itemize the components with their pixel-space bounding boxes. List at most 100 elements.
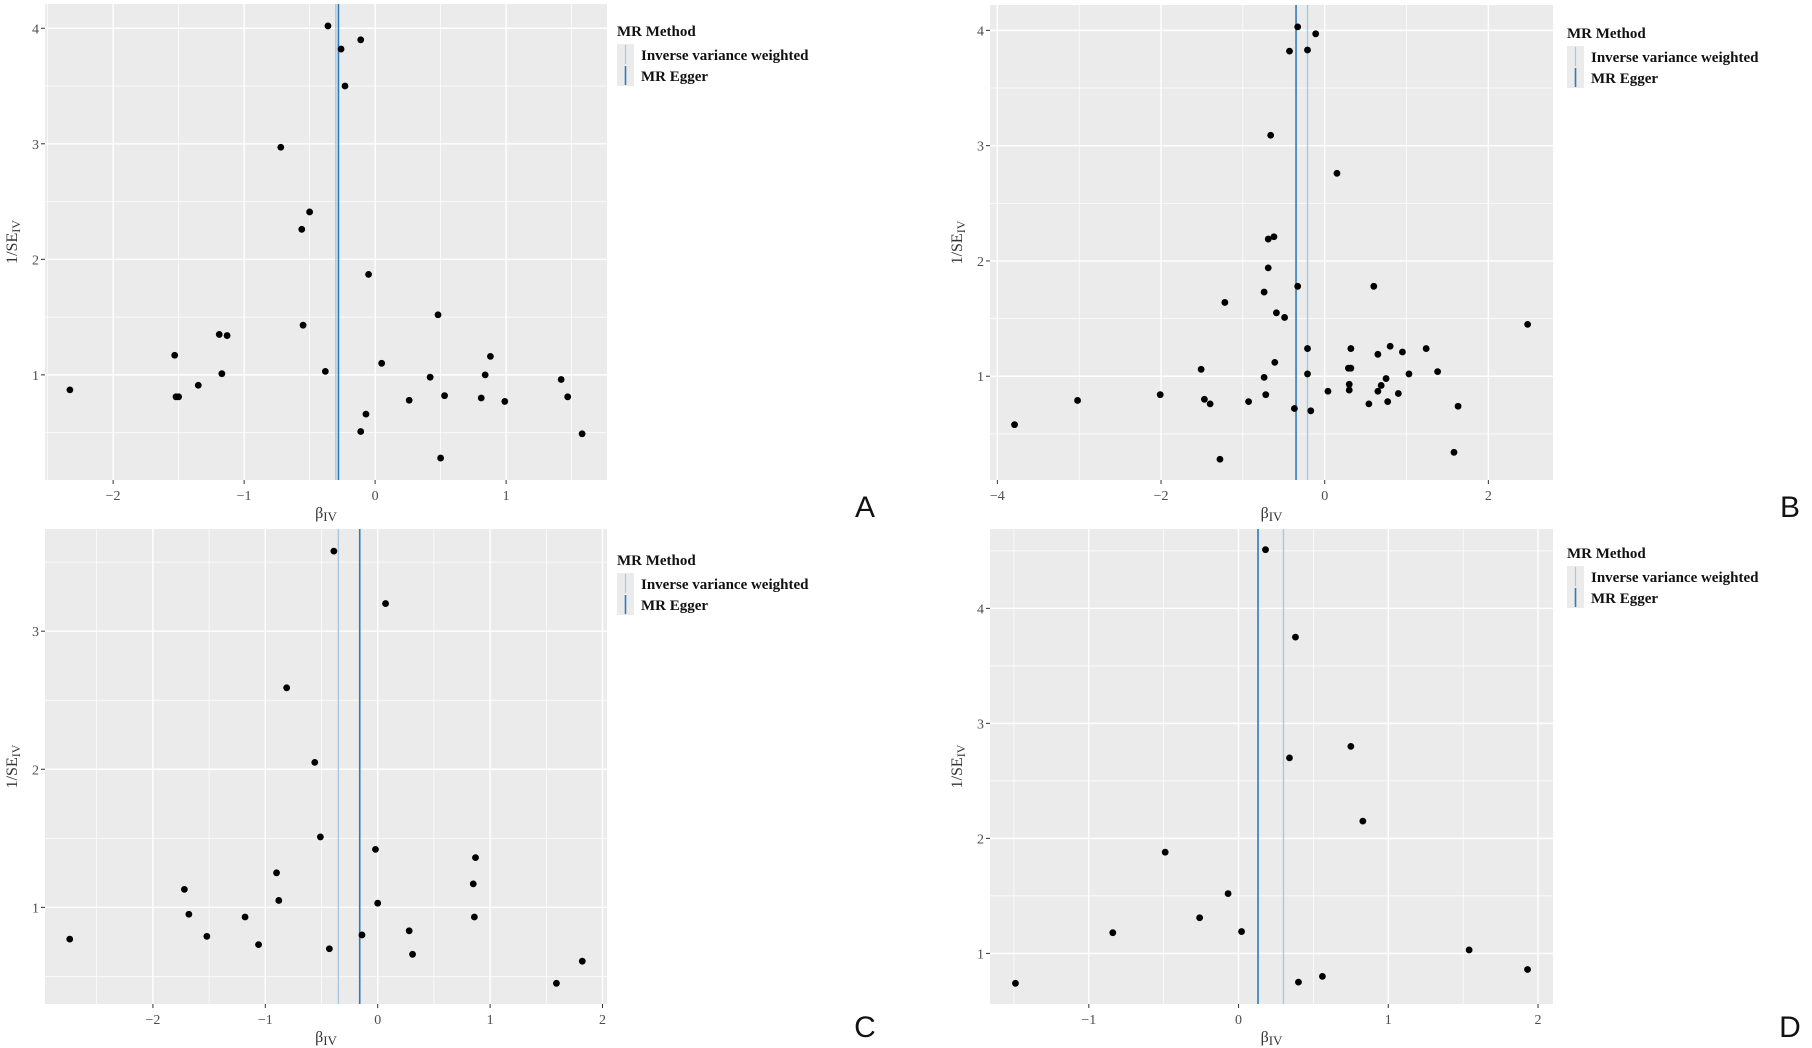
plot-background: [45, 529, 607, 1004]
x-tick-label: 2: [599, 1013, 606, 1028]
x-tick-label: 1: [487, 1013, 494, 1028]
data-point: [382, 600, 389, 607]
data-point: [405, 927, 413, 935]
x-tick-label: 0: [372, 489, 379, 504]
data-point: [1294, 282, 1302, 290]
data-point: [434, 311, 442, 319]
data-point: [1245, 398, 1252, 406]
x-tick-label: −2: [1154, 489, 1169, 504]
data-point: [277, 143, 285, 151]
legend: MR Method Inverse variance weighted MR Egg…: [617, 553, 809, 615]
data-point: [409, 950, 416, 958]
data-point: [255, 941, 262, 949]
x-tick-label: −1: [237, 489, 252, 504]
panel-c: −2 −1 0 1 2 1 2 3 βIV 1/SEIV MR Method Inverse vari…: [4, 529, 876, 1048]
y-tick-label: 2: [32, 253, 39, 268]
data-point: [1011, 421, 1018, 429]
y-tick-label: 2: [977, 832, 984, 847]
data-point: [1161, 848, 1169, 856]
data-point: [1307, 407, 1315, 415]
data-point: [223, 332, 231, 339]
data-point: [487, 352, 494, 360]
data-point: [1304, 370, 1311, 378]
data-point: [1405, 370, 1413, 378]
data-point: [1264, 264, 1272, 272]
x-axis-title: βIV: [1261, 505, 1283, 524]
data-point: [1304, 46, 1311, 54]
data-point: [1238, 928, 1245, 935]
plot-background: [45, 4, 607, 480]
data-point: [316, 833, 324, 841]
data-point: [1524, 966, 1531, 973]
legend: MR Method Inverse variance weighted MR Egg…: [617, 24, 809, 86]
data-point: [1324, 387, 1332, 395]
data-point: [405, 396, 413, 404]
y-tick-label: 3: [977, 717, 984, 732]
legend-key-background: [617, 44, 634, 86]
y-tick-label: 2: [32, 763, 39, 778]
data-point: [1394, 390, 1402, 397]
x-tick-label: 0: [374, 1013, 381, 1028]
data-point: [1382, 375, 1390, 382]
legend-title: MR Method: [617, 553, 696, 569]
data-point: [1074, 397, 1081, 404]
data-point: [441, 392, 448, 400]
data-point: [365, 270, 372, 278]
data-point: [325, 945, 333, 953]
x-tick-label: 1: [503, 489, 510, 504]
data-point: [1454, 402, 1462, 410]
y-tick-label: 4: [977, 24, 984, 39]
data-point: [194, 381, 202, 389]
data-point: [378, 359, 386, 367]
data-point: [1347, 742, 1355, 750]
data-point: [341, 82, 349, 90]
data-point: [1312, 30, 1320, 38]
data-point: [578, 430, 586, 438]
data-point: [472, 854, 479, 862]
x-tick-label: −2: [145, 1013, 160, 1028]
data-point: [1262, 391, 1270, 399]
y-tick-label: 3: [32, 138, 39, 153]
y-tick-label: 3: [977, 140, 984, 155]
data-point: [374, 899, 382, 907]
data-point: [1271, 359, 1279, 366]
legend-key-background: [1567, 566, 1584, 608]
y-tick-label: 3: [32, 625, 39, 640]
data-point: [470, 913, 478, 921]
data-point: [1345, 380, 1353, 388]
data-point: [481, 371, 489, 379]
data-point: [1262, 546, 1269, 554]
data-point: [311, 758, 319, 766]
data-point: [1286, 754, 1293, 762]
x-tick-label: 0: [1235, 1013, 1242, 1028]
panel-letter: C: [854, 1011, 876, 1044]
data-point: [1281, 314, 1288, 321]
data-point: [1264, 235, 1272, 243]
data-point: [299, 321, 307, 329]
data-point: [1399, 348, 1406, 356]
data-point: [1224, 890, 1232, 897]
data-point: [1196, 914, 1204, 922]
data-point: [372, 845, 379, 853]
legend-label-mr-egger: MR Egger: [1591, 591, 1658, 607]
panel-letter: D: [1779, 1011, 1801, 1044]
data-point: [1422, 345, 1430, 352]
plot-background: [990, 529, 1553, 1004]
legend-key-background: [1567, 46, 1584, 88]
data-point: [501, 398, 509, 405]
x-tick-label: −1: [258, 1013, 273, 1028]
x-axis-title: βIV: [1261, 1029, 1283, 1048]
data-point: [273, 869, 280, 877]
data-point: [1345, 386, 1353, 394]
data-point: [357, 428, 365, 435]
data-point: [1156, 391, 1164, 399]
data-point: [241, 913, 249, 921]
data-point: [1270, 233, 1278, 241]
legend-label-ivw: Inverse variance weighted: [1591, 570, 1759, 586]
legend-label-ivw: Inverse variance weighted: [641, 577, 809, 593]
data-point: [358, 931, 366, 939]
x-tick-label: −2: [106, 489, 121, 504]
data-point: [1286, 47, 1293, 55]
legend-title: MR Method: [1567, 546, 1646, 562]
